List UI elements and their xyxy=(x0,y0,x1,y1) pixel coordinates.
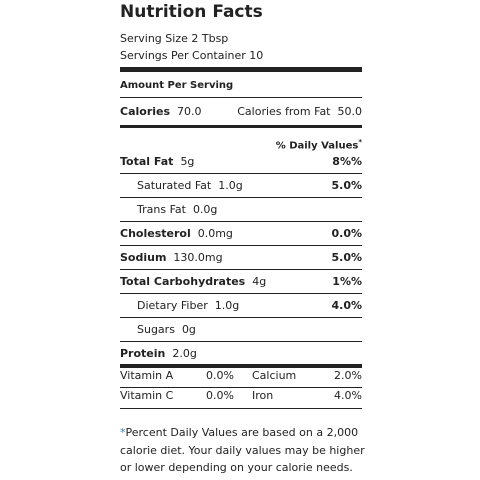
nutrient-label: Cholesterol xyxy=(120,227,191,240)
nutrient-label: Total Carbohydrates xyxy=(120,275,246,288)
footnote-mark: * xyxy=(120,426,126,439)
nutrient-amount: 0g xyxy=(181,323,196,336)
footnote-line: or lower depending on your calorie needs… xyxy=(120,461,353,474)
rule xyxy=(120,67,362,72)
rule xyxy=(120,221,362,222)
title: Nutrition Facts xyxy=(120,2,263,22)
nutrient-amount: 130.0mg xyxy=(173,251,223,264)
rule xyxy=(120,364,362,368)
rule xyxy=(120,317,362,318)
nutrient-row: Trans Fat 0.0g xyxy=(137,203,217,217)
calories-from-fat-value: 50.0 xyxy=(337,105,363,118)
vitamin-name: Vitamin C xyxy=(120,389,174,402)
daily-values-text: % Daily Values xyxy=(275,140,359,152)
nutrient-label: Saturated Fat xyxy=(137,179,212,192)
rule xyxy=(120,197,362,198)
rule xyxy=(120,97,362,98)
nutrient-amount: 4g xyxy=(252,275,267,288)
vitamin-name: Vitamin A xyxy=(120,369,174,382)
rule xyxy=(120,173,362,174)
footnote-line: Percent Daily Values are based on a 2,00… xyxy=(125,426,359,439)
mineral-dv: 2.0% xyxy=(334,369,362,382)
nutrient-amount: 1.0g xyxy=(218,179,243,192)
nutrient-amount: 0.0g xyxy=(192,203,218,216)
nutrient-row: Saturated Fat 1.0g xyxy=(137,179,243,193)
calories-from-fat: Calories from Fat 50.0 xyxy=(237,105,362,119)
daily-value: 0.0% xyxy=(331,227,362,240)
asterisk: * xyxy=(358,138,362,146)
daily-value: 1%% xyxy=(332,275,362,288)
nutrient-label: Trans Fat xyxy=(137,203,186,216)
serving-size: Serving Size 2 Tbsp xyxy=(120,32,229,45)
daily-value: 8%% xyxy=(332,155,362,168)
nutrient-label: Sodium xyxy=(120,251,167,264)
nutrient-row: Total Carbohydrates 4g xyxy=(120,275,266,289)
nutrient-row: Dietary Fiber 1.0g xyxy=(137,299,239,313)
amount-per-serving: Amount Per Serving xyxy=(120,80,234,91)
nutrient-row: Cholesterol 0.0mg xyxy=(120,227,233,241)
calories-value: 70.0 xyxy=(177,105,202,118)
daily-values-header: % Daily Values* xyxy=(276,135,362,153)
nutrient-amount: 2.0g xyxy=(172,347,197,360)
rule xyxy=(120,269,362,270)
daily-value: 4.0% xyxy=(331,299,362,312)
mineral-name: Iron xyxy=(252,389,274,402)
nutrient-amount: 5g xyxy=(180,155,195,168)
rule xyxy=(120,341,362,342)
calories: Calories 70.0 xyxy=(120,105,202,119)
calories-from-fat-label: Calories from Fat xyxy=(237,105,331,118)
daily-value: 5.0% xyxy=(331,251,362,264)
servings: Servings Per Container 10 xyxy=(120,49,264,62)
calories-label: Calories xyxy=(120,105,171,118)
nutrient-label: Protein xyxy=(120,347,166,360)
nutrient-amount: 0.0mg xyxy=(197,227,233,240)
rule xyxy=(120,293,362,294)
mineral-name: Calcium xyxy=(252,369,297,382)
nutrient-row: Protein 2.0g xyxy=(120,347,197,361)
rule xyxy=(120,387,362,388)
rule xyxy=(120,245,362,246)
nutrient-row: Sugars 0g xyxy=(137,323,196,337)
nutrient-row: Total Fat 5g xyxy=(120,155,194,169)
daily-value: 5.0% xyxy=(331,179,362,192)
mineral-dv: 4.0% xyxy=(334,389,362,402)
vitamin-dv: 0.0% xyxy=(206,369,234,382)
nutrient-row: Sodium 130.0mg xyxy=(120,251,223,265)
rule xyxy=(120,408,362,409)
rule xyxy=(120,125,362,128)
nutrient-label: Dietary Fiber xyxy=(137,299,208,312)
nutrient-amount: 1.0g xyxy=(214,299,240,312)
footnote-line: calorie diet. Your daily values may be h… xyxy=(120,443,365,457)
footnote: *Percent Daily Values are based on a 2,0… xyxy=(120,424,365,477)
nutrient-label: Sugars xyxy=(137,323,175,336)
nutrient-label: Total Fat xyxy=(120,155,174,168)
vitamin-dv: 0.0% xyxy=(206,389,234,402)
